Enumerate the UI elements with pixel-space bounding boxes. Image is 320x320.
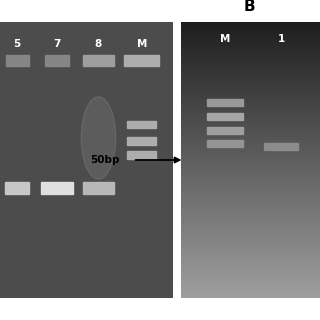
Text: 8: 8	[95, 38, 102, 49]
Bar	[124, 55, 159, 67]
Bar	[6, 55, 28, 67]
Text: 1: 1	[277, 35, 285, 44]
Bar	[207, 140, 244, 147]
Bar	[83, 182, 114, 194]
Bar	[45, 55, 69, 67]
Bar	[127, 121, 156, 128]
Text: 50bp: 50bp	[91, 155, 120, 165]
Bar	[5, 182, 29, 194]
Ellipse shape	[81, 97, 116, 179]
Bar	[207, 100, 244, 106]
Text: 5: 5	[14, 38, 21, 49]
Text: M: M	[137, 38, 147, 49]
Text: 7: 7	[53, 38, 61, 49]
Text: M: M	[220, 35, 230, 44]
Bar	[264, 143, 298, 150]
Bar	[127, 137, 156, 145]
Text: B: B	[244, 0, 255, 14]
Bar	[207, 113, 244, 120]
Bar	[41, 182, 74, 194]
Bar	[207, 127, 244, 134]
Bar	[127, 151, 156, 159]
Bar	[83, 55, 114, 67]
